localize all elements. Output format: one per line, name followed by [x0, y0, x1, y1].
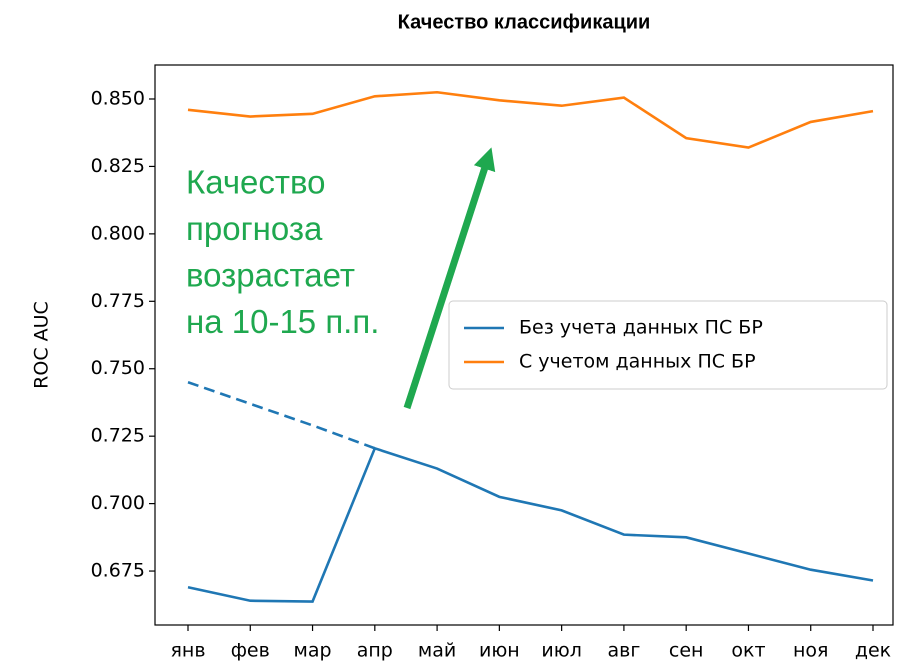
y-axis-label: ROC AUC — [31, 301, 53, 389]
annotation-text: прогноза — [186, 210, 323, 247]
y-tick-label: 0.700 — [91, 492, 145, 514]
legend-label: Без учета данных ПС БР — [519, 317, 763, 339]
line-series — [187, 90, 874, 149]
x-tick-label: июл — [541, 640, 582, 662]
y-tick-label: 0.675 — [91, 560, 145, 582]
x-tick-label: янв — [170, 640, 205, 662]
x-tick-label: мар — [294, 640, 332, 662]
x-tick-label: окт — [731, 640, 765, 662]
annotation-text: Качество — [186, 164, 326, 201]
x-tick-label: май — [418, 640, 456, 662]
y-tick-label: 0.725 — [91, 425, 145, 447]
annotation-text: на 10-15 п.п. — [186, 303, 379, 340]
x-tick-label: дек — [855, 640, 891, 662]
chart-title: Качество классификации — [398, 11, 651, 33]
legend-box — [448, 300, 888, 390]
x-tick-label: фев — [231, 640, 270, 662]
line-series — [187, 380, 376, 450]
x-tick-label: июн — [479, 640, 520, 662]
y-tick-label: 0.800 — [91, 222, 145, 244]
y-tick-label: 0.750 — [91, 357, 145, 379]
y-tick-label: 0.850 — [91, 87, 145, 109]
y-tick-label: 0.825 — [91, 155, 145, 177]
annotation-text: возрастает — [186, 257, 355, 294]
x-tick-label: ноя — [793, 640, 828, 662]
x-tick-label: сен — [669, 640, 704, 662]
plot-frame — [154, 64, 894, 626]
annotation-arrow — [403, 147, 496, 410]
line-series — [187, 446, 874, 603]
x-tick-label: авг — [607, 640, 640, 662]
y-tick-label: 0.775 — [91, 290, 145, 312]
legend-label: С учетом данных ПС БР — [519, 351, 756, 373]
x-tick-label: апр — [357, 640, 393, 662]
